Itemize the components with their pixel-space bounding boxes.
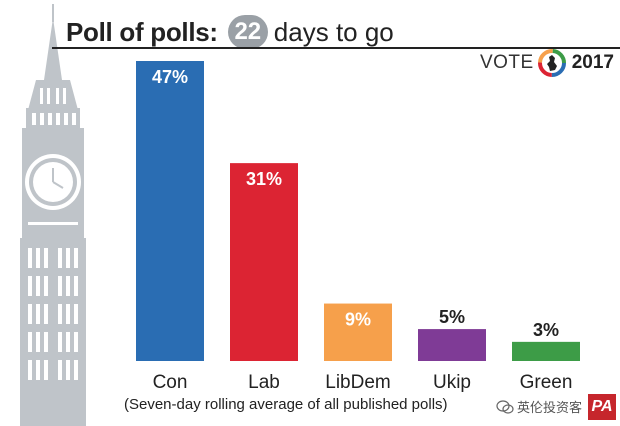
title-bold-text: Poll of polls: (66, 16, 218, 47)
chart-caption: (Seven-day rolling average of all publis… (124, 396, 448, 413)
uk-map-ring-icon (537, 49, 566, 77)
bar-con (136, 61, 204, 361)
title-rest-text: days to go (273, 16, 394, 47)
bar-green (512, 341, 580, 361)
category-label-lab: Lab (248, 372, 280, 393)
value-label-lab: 31% (246, 169, 282, 189)
vote-year: 2017 (571, 52, 614, 73)
title-underline (52, 47, 620, 49)
pa-logo: PA (588, 394, 616, 420)
value-label-con: 47% (152, 67, 188, 87)
big-ben-illustration (20, 4, 86, 426)
category-label-libdem: LibDem (325, 372, 390, 393)
value-label-green: 3% (533, 320, 559, 340)
chart-title: Poll of polls: 22 days to go (66, 14, 394, 50)
vote-word: VOTE (479, 52, 534, 73)
category-label-green: Green (520, 372, 573, 393)
value-label-libdem: 9% (345, 310, 371, 330)
bar-lab (230, 163, 298, 361)
bar-libdem (324, 303, 392, 361)
wechat-icon (496, 399, 514, 414)
category-label-con: Con (153, 372, 188, 393)
watermark: 英伦投资客 (496, 397, 582, 416)
watermark-text: 英伦投资客 (517, 400, 583, 415)
vote-2017-logo: VOTE 2017 (480, 48, 614, 78)
value-label-ukip: 5% (439, 307, 465, 327)
category-label-ukip: Ukip (433, 372, 471, 393)
bar-ukip (418, 329, 486, 361)
days-to-go-badge: 22 (227, 15, 268, 49)
